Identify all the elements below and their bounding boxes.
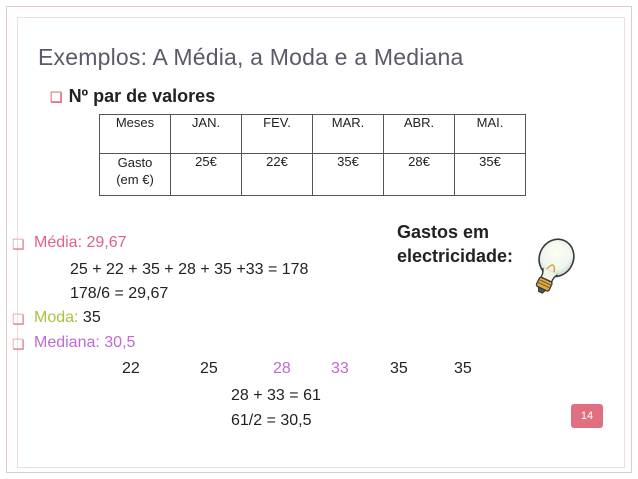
sorted-value-4: 33	[331, 360, 349, 377]
row-label-line2: (em €)	[116, 172, 154, 187]
subtitle: ❏ Nº par de valores	[50, 86, 215, 107]
header-cell-feb: FEV.	[241, 114, 313, 154]
sorted-value-6: 35	[454, 360, 472, 377]
mediana-label: Mediana: 30,5	[34, 334, 136, 351]
callout-line1: Gastos em	[397, 222, 490, 242]
value-cell-mar: 35€	[312, 153, 384, 196]
header-cell-mar: MAR.	[312, 114, 384, 154]
expenses-table: Meses JAN. FEV. MAR. ABR. MAI. Gasto (em…	[99, 114, 526, 196]
table-row: Gasto (em €) 25€ 22€ 35€ 28€ 35€	[99, 153, 526, 196]
callout-text: Gastos em electricidade:	[397, 220, 513, 268]
moda-value: 35	[82, 309, 101, 326]
media-sum-line: 25 + 22 + 35 + 28 + 35 +33 = 178	[70, 261, 309, 278]
moda-label: Moda:	[34, 309, 79, 326]
media-div-line: 178/6 = 29,67	[70, 285, 169, 302]
subtitle-text: Nº par de valores	[68, 86, 216, 106]
mediana-sum-line: 28 + 33 = 61	[231, 387, 321, 404]
table-header-row: Meses JAN. FEV. MAR. ABR. MAI.	[99, 114, 526, 154]
slide-frame	[6, 6, 632, 473]
header-cell-months: Meses	[99, 114, 171, 154]
value-cell-jan: 25€	[170, 153, 242, 196]
sorted-value-5: 35	[390, 360, 408, 377]
sorted-value-1: 22	[122, 360, 140, 377]
header-cell-apr: ABR.	[383, 114, 455, 154]
lightbulb-icon	[535, 238, 575, 294]
row-label-line1: Gasto	[117, 155, 153, 170]
sorted-value-2: 25	[200, 360, 218, 377]
mediana-div-line: 61/2 = 30,5	[231, 412, 312, 429]
bullet-icon: ❏	[50, 89, 63, 105]
page-number-badge: 14	[571, 404, 603, 428]
media-label: Média: 29,67	[34, 234, 127, 251]
slide-title: Exemplos: A Média, a Moda e a Mediana	[38, 44, 464, 70]
bullet-icon: ❏	[12, 236, 25, 252]
value-cell-feb: 22€	[241, 153, 313, 196]
row-label-cell: Gasto (em €)	[99, 153, 171, 196]
header-cell-jan: JAN.	[170, 114, 242, 154]
value-cell-apr: 28€	[383, 153, 455, 196]
bullet-icon: ❏	[12, 311, 25, 327]
moda-line: Moda: 35	[34, 309, 101, 327]
value-cell-may: 35€	[454, 153, 526, 196]
callout-line2: electricidade:	[397, 246, 514, 266]
slide-inner-border	[17, 17, 625, 468]
sorted-value-3: 28	[273, 360, 291, 377]
bullet-icon: ❏	[12, 336, 25, 352]
header-cell-may: MAI.	[454, 114, 526, 154]
